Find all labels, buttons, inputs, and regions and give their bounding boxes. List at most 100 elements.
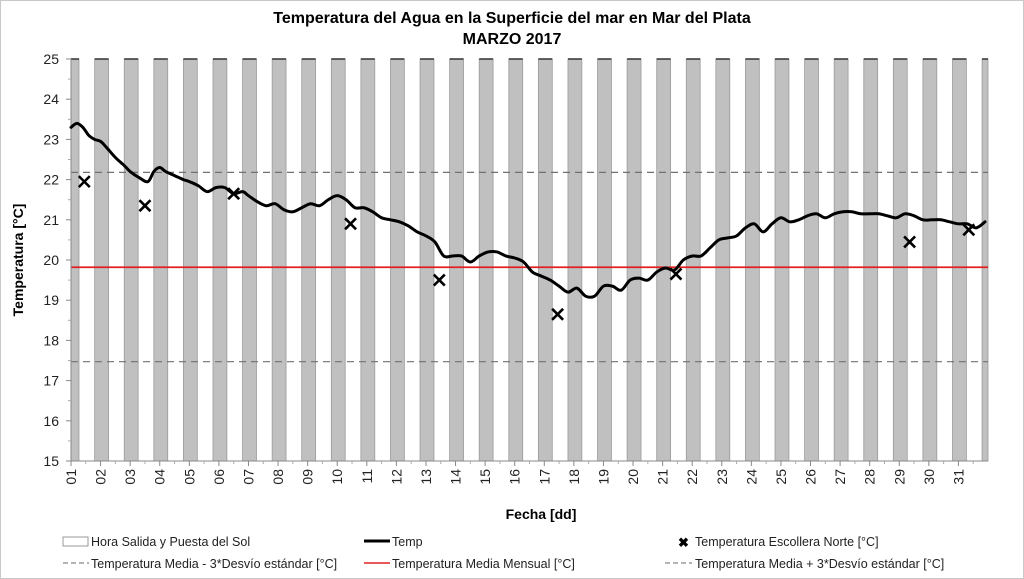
x-tick-label: 17 xyxy=(536,469,552,485)
daylight-bar xyxy=(981,58,989,462)
daylight-bar xyxy=(804,58,819,462)
daylight-bar xyxy=(70,58,80,462)
x-tick-label: 12 xyxy=(388,469,404,485)
y-ticks: 15 16 17 18 19 20 21 22 23 24 25 xyxy=(43,51,71,469)
escollera-marker xyxy=(903,235,917,249)
x-tick-label: 07 xyxy=(240,469,256,485)
x-tick-label: 10 xyxy=(329,469,345,485)
escollera-marker xyxy=(551,307,565,321)
x-tick-label: 19 xyxy=(595,469,611,485)
escollera-marker xyxy=(669,267,683,281)
y-tick-label: 16 xyxy=(43,413,59,429)
daylight-bar xyxy=(449,58,464,462)
daylight-bar xyxy=(330,58,346,462)
daylight-bar xyxy=(922,58,938,462)
marker-stroke xyxy=(669,267,683,281)
marker-stroke xyxy=(962,223,976,237)
daylight-bar xyxy=(271,58,287,462)
x-axis-label: Fecha [dd] xyxy=(506,506,577,522)
x-tick-label: 11 xyxy=(359,469,375,484)
legend-item-upper: Temperatura Media + 3*Desvío estándar [°… xyxy=(665,557,944,571)
daylight-bar xyxy=(94,58,109,462)
marker-stroke xyxy=(344,217,357,231)
daylight-bar xyxy=(774,58,790,462)
x-tick-label: 25 xyxy=(773,469,789,485)
legend-mean-label: Temperatura Media Mensual [°C] xyxy=(392,557,575,571)
daylight-bar xyxy=(863,58,879,462)
daylight-bar xyxy=(478,58,494,462)
marker-stroke xyxy=(138,199,152,213)
x-tick-label: 08 xyxy=(270,469,286,485)
y-tick-label: 15 xyxy=(43,453,59,469)
x-tick-label: 26 xyxy=(803,469,819,485)
daylight-bar xyxy=(301,58,317,462)
escollera-marker xyxy=(77,175,91,189)
daylight-bar xyxy=(419,58,435,462)
daylight-bar xyxy=(123,58,139,462)
marker-stroke xyxy=(903,235,917,249)
y-tick-label: 17 xyxy=(43,373,59,389)
x-tick-label: 15 xyxy=(477,469,493,485)
daylight-bar xyxy=(212,58,228,462)
daylight-bar xyxy=(153,58,169,462)
daylight-bar xyxy=(537,58,553,462)
legend-item-daylight: Hora Salida y Puesta del Sol xyxy=(62,535,250,549)
daylight-bar xyxy=(715,58,731,462)
y-tick-label: 23 xyxy=(43,131,59,147)
y-tick-label: 22 xyxy=(43,172,59,188)
x-tick-label: 03 xyxy=(122,469,138,485)
x-tick-label: 13 xyxy=(418,469,434,485)
escollera-marker xyxy=(138,199,152,213)
daylight-bar xyxy=(745,58,760,462)
y-tick-label: 25 xyxy=(43,51,59,67)
legend-daylight-swatch xyxy=(62,536,89,547)
daylight-bar xyxy=(685,58,701,462)
x-tick-label: 28 xyxy=(862,469,878,485)
legend-item-escollera: ✖ Temperatura Escollera Norte [°C] xyxy=(678,535,879,550)
x-tick-label: 21 xyxy=(655,469,671,485)
escollera-markers xyxy=(77,175,976,321)
daylight-bar xyxy=(833,58,849,462)
x-tick-label: 27 xyxy=(832,469,848,485)
x-tick-label: 30 xyxy=(921,469,937,485)
legend-escollera-label: Temperatura Escollera Norte [°C] xyxy=(695,535,879,549)
x-tick-label: 04 xyxy=(152,469,168,485)
legend-item-temp: Temp xyxy=(364,535,423,549)
escollera-marker xyxy=(432,273,446,287)
x-tick-label: 01 xyxy=(63,469,79,485)
x-tick-label: 31 xyxy=(950,469,966,485)
chart-title: Temperatura del Agua en la Superficie de… xyxy=(273,10,751,27)
marker-stroke xyxy=(227,187,241,201)
y-tick-label: 19 xyxy=(43,292,59,308)
daylight-bar xyxy=(390,58,405,462)
chart-subtitle: MARZO 2017 xyxy=(463,31,562,48)
daylight-bar xyxy=(183,58,198,462)
daylight-bar xyxy=(242,58,257,462)
axes xyxy=(70,59,988,462)
y-tick-label: 24 xyxy=(43,91,59,107)
escollera-marker xyxy=(962,223,976,237)
x-ticks: 01 02 03 04 05 06 07 08 09 10 11 12 13 14 15 16 17 18 19 20… xyxy=(63,461,974,485)
y-tick-label: 18 xyxy=(43,332,59,348)
daylight-bar xyxy=(567,58,583,462)
y-tick-label: 21 xyxy=(43,212,59,228)
legend-lower-label: Temperatura Media - 3*Desvío estándar [°… xyxy=(91,557,337,571)
daylight-bar xyxy=(892,58,908,462)
y-axis-label: Temperatura [°C] xyxy=(10,204,26,317)
x-tick-label: 18 xyxy=(566,469,582,485)
x-tick-label: 09 xyxy=(300,469,316,485)
marker-stroke xyxy=(432,273,446,287)
legend-item-lower: Temperatura Media - 3*Desvío estándar [°… xyxy=(63,557,337,571)
escollera-marker xyxy=(227,187,241,201)
daylight-bars xyxy=(70,58,989,462)
legend-item-mean: Temperatura Media Mensual [°C] xyxy=(364,557,575,571)
marker-stroke xyxy=(551,307,565,321)
daylight-bar xyxy=(952,58,967,462)
x-tick-label: 05 xyxy=(181,469,197,485)
daylight-bar xyxy=(656,58,671,462)
legend-upper-label: Temperatura Media + 3*Desvío estándar [°… xyxy=(695,557,944,571)
legend-temp-label: Temp xyxy=(392,535,423,549)
daylight-bar xyxy=(626,58,642,462)
daylight-bar xyxy=(597,58,612,462)
